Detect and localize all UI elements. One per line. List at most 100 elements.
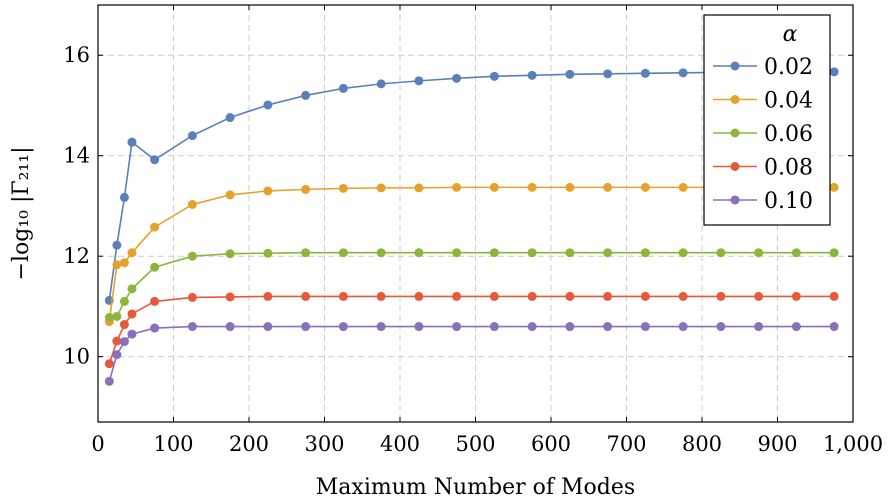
x-tick-label: 400 — [380, 432, 420, 456]
data-point — [603, 69, 613, 79]
data-point — [829, 182, 839, 192]
data-point — [640, 248, 650, 258]
x-tick-label: 900 — [757, 432, 797, 456]
data-point — [112, 336, 122, 346]
data-point — [452, 291, 462, 301]
legend-swatch-marker — [730, 95, 740, 104]
data-point — [376, 79, 386, 89]
series-line — [109, 251, 835, 319]
data-point — [187, 251, 197, 261]
data-point — [338, 83, 348, 93]
data-point — [452, 73, 462, 83]
x-tick-label: 100 — [153, 432, 193, 456]
data-point — [678, 68, 688, 78]
data-point — [603, 322, 613, 332]
data-point — [150, 262, 160, 272]
x-tick-label: 1,000 — [823, 432, 883, 456]
data-point — [678, 248, 688, 258]
y-axis-label: −log₁₀ |Γ₂₁₁| — [9, 147, 34, 281]
data-point — [489, 71, 499, 81]
x-tick-label: 0 — [91, 432, 104, 456]
legend-swatch-marker — [730, 61, 740, 71]
legend-entry: 0.02 — [713, 55, 813, 80]
data-point — [127, 137, 137, 147]
data-point — [104, 312, 114, 322]
data-point — [338, 183, 348, 193]
series-0.06 — [104, 248, 839, 322]
data-point — [263, 248, 273, 258]
y-tick-label: 12 — [63, 244, 90, 268]
legend-title: α — [783, 22, 798, 47]
data-point — [119, 258, 129, 268]
legend: α 0.02 0.04 0.06 0.08 0.10 — [703, 14, 831, 226]
legend-label: 0.10 — [764, 189, 813, 214]
data-point — [414, 248, 424, 258]
data-point — [565, 291, 575, 301]
data-point — [754, 322, 764, 332]
legend-label: 0.06 — [764, 122, 813, 147]
data-point — [301, 90, 311, 100]
data-point — [150, 155, 160, 165]
data-point — [414, 322, 424, 332]
data-point — [791, 322, 801, 332]
data-point — [452, 322, 462, 332]
data-point — [603, 182, 613, 192]
data-point — [150, 323, 160, 333]
data-point — [565, 322, 575, 332]
data-point — [263, 322, 273, 332]
legend-swatch-marker — [730, 195, 740, 205]
data-point — [489, 291, 499, 301]
data-point — [119, 337, 129, 347]
data-point — [187, 322, 197, 332]
data-point — [376, 248, 386, 258]
data-point — [104, 376, 114, 386]
data-point — [225, 249, 235, 259]
data-point — [565, 69, 575, 79]
data-point — [754, 248, 764, 258]
data-point — [225, 190, 235, 200]
data-point — [112, 311, 122, 321]
data-point — [716, 248, 726, 258]
data-point — [112, 240, 122, 250]
data-point — [104, 359, 114, 369]
data-point — [225, 322, 235, 332]
data-point — [263, 100, 273, 110]
data-point — [716, 291, 726, 301]
data-point — [527, 322, 537, 332]
data-point — [127, 309, 137, 319]
legend-entry: 0.06 — [713, 122, 813, 147]
series-group — [104, 67, 839, 386]
data-point — [119, 320, 129, 330]
x-tick-label: 200 — [229, 432, 269, 456]
data-point — [376, 183, 386, 193]
data-point — [414, 291, 424, 301]
data-point — [829, 248, 839, 258]
data-point — [225, 292, 235, 302]
data-point — [187, 131, 197, 141]
data-point — [678, 291, 688, 301]
data-point — [127, 248, 137, 258]
data-point — [263, 291, 273, 301]
legend-entry: 0.10 — [713, 189, 813, 214]
data-point — [127, 329, 137, 339]
data-point — [150, 296, 160, 306]
data-point — [640, 68, 650, 78]
y-tick-label: 10 — [63, 345, 90, 369]
data-point — [754, 291, 764, 301]
x-tick-label: 500 — [455, 432, 495, 456]
series-line — [108, 295, 835, 364]
data-point — [452, 182, 462, 192]
data-point — [640, 182, 650, 192]
data-point — [301, 291, 311, 301]
x-tick-label: 800 — [682, 432, 722, 456]
legend-label: 0.08 — [764, 156, 813, 181]
axis-ticks: 0 100 200 300 400 500 600 700 800 900 1,000 10 12 14 1… — [63, 5, 883, 456]
data-point — [187, 292, 197, 302]
legend-box — [703, 14, 831, 226]
data-point — [640, 322, 650, 332]
data-point — [678, 322, 688, 332]
data-point — [716, 322, 726, 332]
data-point — [301, 322, 311, 332]
data-point — [338, 291, 348, 301]
